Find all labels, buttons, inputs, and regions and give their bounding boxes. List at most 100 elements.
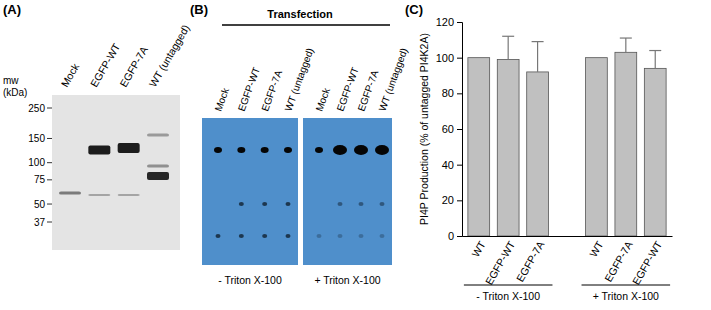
tlc-spot bbox=[286, 202, 291, 206]
y-tick-label: 20 bbox=[442, 194, 454, 206]
lane-label: WT (untagged) bbox=[283, 46, 316, 112]
mw-tick bbox=[47, 179, 52, 180]
tlc-spot bbox=[216, 234, 221, 238]
blot-band bbox=[88, 146, 110, 155]
error-bar bbox=[649, 51, 661, 69]
error-stem bbox=[537, 42, 538, 72]
tlc-spot bbox=[214, 147, 222, 153]
tlc-spot bbox=[262, 202, 267, 206]
error-bar bbox=[532, 42, 544, 72]
mw-label: 150 bbox=[28, 133, 45, 144]
blot-band bbox=[59, 192, 81, 195]
lane-label: EGFP-7A bbox=[117, 44, 150, 89]
header-rule bbox=[222, 24, 390, 26]
error-stem bbox=[655, 51, 656, 69]
x-tick-label: EGFP-WT bbox=[630, 238, 665, 286]
x-axis-line bbox=[463, 236, 673, 237]
tlc-plate bbox=[303, 118, 392, 265]
y-tick-label: 0 bbox=[448, 230, 454, 242]
bars bbox=[468, 36, 666, 236]
error-cap bbox=[532, 41, 544, 42]
tlc-spot bbox=[380, 202, 385, 206]
x-tick: WT bbox=[469, 236, 488, 259]
group-label: - Triton X-100 bbox=[476, 290, 540, 302]
group-rule bbox=[464, 285, 553, 286]
blot-band bbox=[147, 134, 169, 137]
tlc-spot bbox=[354, 145, 368, 155]
condition-label: + Triton X-100 bbox=[314, 274, 380, 286]
lane-label: Mock bbox=[58, 61, 81, 89]
tlc-spot bbox=[317, 234, 322, 238]
y-tick-mark bbox=[457, 165, 462, 166]
y-tick: 100 bbox=[436, 52, 462, 64]
tlc-plate bbox=[202, 118, 298, 265]
tlc-spot bbox=[315, 147, 323, 153]
mw-tick bbox=[47, 222, 52, 223]
y-tick: 120 bbox=[436, 16, 462, 28]
panel-label: (B) bbox=[190, 2, 208, 17]
error-cap bbox=[620, 37, 632, 38]
lane-label: WT (untagged) bbox=[146, 23, 191, 89]
x-tick: EGFP-7A bbox=[602, 236, 635, 284]
tlc-spot bbox=[380, 234, 385, 238]
bar bbox=[644, 68, 666, 236]
mw-label: 37 bbox=[34, 217, 46, 228]
bar bbox=[468, 58, 490, 236]
bar bbox=[586, 58, 608, 236]
tlc-spot bbox=[286, 234, 291, 238]
y-axis-line bbox=[457, 23, 463, 237]
y-tick-label: 100 bbox=[436, 52, 454, 64]
mw-title: mw(kDa) bbox=[3, 75, 27, 98]
tlc-spot bbox=[375, 145, 389, 155]
panel-label: (A) bbox=[3, 2, 21, 17]
bar bbox=[497, 59, 519, 236]
y-tick-mark bbox=[457, 58, 462, 59]
tlc-spot bbox=[262, 234, 267, 238]
y-tick: 80 bbox=[442, 87, 462, 99]
y-axis: 020406080100120 bbox=[436, 16, 463, 242]
error-stem bbox=[508, 36, 509, 59]
x-tick-label: WT bbox=[469, 238, 488, 259]
y-tick: 20 bbox=[442, 194, 462, 206]
tlc-spot bbox=[359, 234, 364, 238]
blot-band bbox=[88, 194, 110, 196]
error-cap bbox=[649, 50, 661, 51]
tlc-spot bbox=[338, 234, 343, 238]
panel-a: (A)MockEGFP-WTEGFP-7AWT (untagged)mw(kDa… bbox=[3, 2, 192, 250]
condition-label: - Triton X-100 bbox=[218, 274, 282, 286]
blot-membrane bbox=[52, 95, 180, 250]
figure: (A)MockEGFP-WTEGFP-7AWT (untagged)mw(kDa… bbox=[0, 0, 711, 310]
panel-c: (C)020406080100120WTEGFP-WTEGFP-7AWTEGFP… bbox=[405, 2, 673, 302]
group-label: + Triton X-100 bbox=[593, 290, 659, 302]
lane-label: EGFP-7A bbox=[259, 68, 284, 112]
x-tick-label: EGFP-WT bbox=[482, 238, 517, 286]
error-bar bbox=[620, 38, 632, 52]
lane-label: Mock bbox=[314, 86, 333, 113]
tlc-spot bbox=[237, 147, 245, 153]
mw-label: 75 bbox=[34, 174, 46, 185]
y-tick-label: 120 bbox=[436, 16, 454, 28]
bar bbox=[615, 52, 637, 236]
y-tick-mark bbox=[457, 22, 462, 23]
tlc-spot bbox=[239, 202, 244, 206]
x-tick: WT bbox=[587, 236, 606, 259]
tlc-spot bbox=[284, 147, 292, 153]
panel-b: (B)TransfectionMockEGFP-WTEGFP-7AWT (unt… bbox=[190, 2, 410, 286]
blot-band bbox=[147, 172, 169, 180]
y-tick: 0 bbox=[448, 230, 462, 242]
x-tick: EGFP-7A bbox=[514, 236, 547, 284]
blot-band bbox=[147, 165, 169, 168]
y-axis-title: PI4P Production (% of untagged PI4K2A) bbox=[418, 33, 430, 225]
mw-label: 100 bbox=[28, 157, 45, 168]
tlc-spot bbox=[338, 202, 343, 206]
x-axis: WTEGFP-WTEGFP-7AWTEGFP-7AEGFP-WT bbox=[463, 236, 673, 287]
x-tick-label: EGFP-7A bbox=[602, 239, 635, 284]
blot-band bbox=[118, 143, 140, 153]
blot-band bbox=[118, 194, 140, 196]
mw-tick bbox=[47, 138, 52, 139]
y-tick: 40 bbox=[442, 159, 462, 171]
lane-label: Mock bbox=[213, 86, 232, 113]
tlc-spot bbox=[239, 234, 244, 238]
tlc-spot bbox=[261, 147, 269, 153]
mw-tick bbox=[47, 162, 52, 163]
